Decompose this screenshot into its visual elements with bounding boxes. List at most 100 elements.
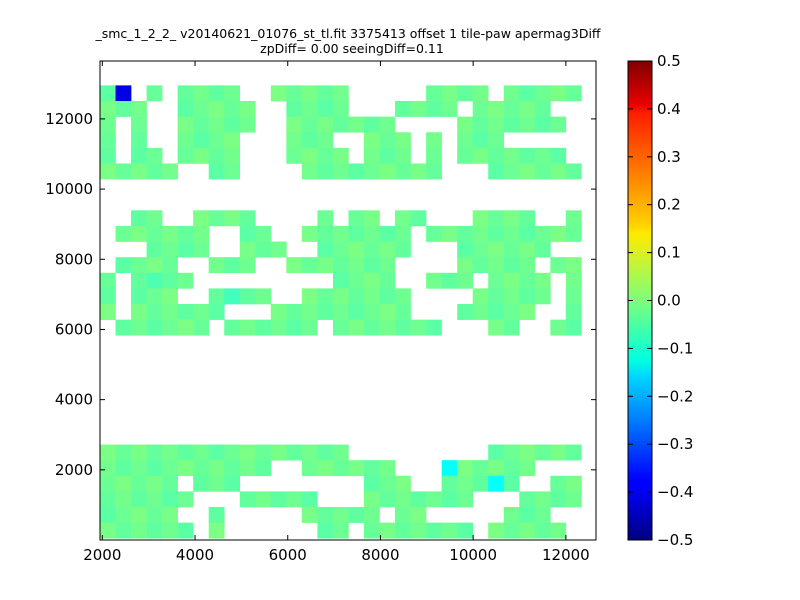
heatmap-cell: [332, 241, 349, 258]
heatmap-cell: [131, 491, 147, 508]
heatmap-cell: [519, 491, 536, 508]
heatmap-cell: [162, 163, 178, 180]
heatmap-cell: [379, 522, 396, 539]
heatmap-cell: [115, 491, 132, 508]
heatmap-cell: [270, 304, 287, 320]
heatmap-cell: [286, 101, 303, 117]
heatmap-cell: [224, 257, 241, 274]
heatmap-cell: [224, 319, 241, 336]
heatmap-cell: [131, 163, 147, 180]
heatmap-cell: [115, 101, 132, 117]
heatmap-cell: [332, 147, 349, 164]
heatmap-cell: [519, 225, 536, 242]
heatmap-cell: [162, 272, 178, 289]
heatmap-cell: [270, 491, 287, 508]
heatmap-cell: [379, 116, 396, 133]
heatmap-cell: [472, 132, 489, 149]
heatmap-cell: [239, 101, 256, 117]
heatmap-cell: [363, 288, 380, 305]
heatmap-cell: [286, 116, 303, 133]
heatmap-cell: [332, 460, 349, 477]
heatmap-cell: [488, 116, 505, 133]
heatmap-cell: [363, 225, 380, 242]
heatmap-cell: [457, 475, 473, 492]
heatmap-cell: [550, 475, 567, 492]
heatmap-cell: [100, 507, 116, 523]
heatmap-cell: [488, 132, 505, 149]
heatmap-cell: [565, 85, 582, 102]
colorbar-tick-label: 0.0: [657, 292, 681, 310]
heatmap-cell: [332, 101, 349, 117]
heatmap-cell: [100, 101, 116, 117]
heatmap-cell: [193, 132, 209, 149]
heatmap-cell: [410, 522, 427, 539]
heatmap-cell: [193, 444, 209, 461]
heatmap-cell: [301, 288, 318, 305]
heatmap-cell: [457, 304, 473, 320]
heatmap-cell: [441, 272, 458, 289]
heatmap-cell: [146, 304, 163, 320]
heatmap-cell: [457, 257, 473, 274]
heatmap-cell: [503, 225, 520, 242]
heatmap-cell: [301, 304, 318, 320]
heatmap-cell: [255, 288, 272, 305]
heatmap-cell: [286, 319, 303, 336]
heatmap-cell: [208, 444, 225, 461]
heatmap-cell: [255, 491, 272, 508]
heatmap-cell: [146, 475, 163, 492]
heatmap-cell: [193, 319, 209, 336]
heatmap-cell: [146, 257, 163, 274]
heatmap-cell: [332, 85, 349, 102]
heatmap-cell: [177, 304, 194, 320]
heatmap-cell: [519, 444, 536, 461]
x-tick-label: 6000: [269, 546, 307, 564]
heatmap-cell: [270, 85, 287, 102]
heatmap-cell: [550, 319, 567, 336]
heatmap-cell: [270, 444, 287, 461]
heatmap-cell: [457, 241, 473, 258]
heatmap-cell: [395, 210, 411, 227]
heatmap-cell: [472, 257, 489, 274]
heatmap-cell: [348, 272, 365, 289]
heatmap-cell: [317, 304, 334, 320]
x-tick-label: 4000: [176, 546, 214, 564]
heatmap-cell: [363, 491, 380, 508]
heatmap-cell: [146, 288, 163, 305]
heatmap-cell: [224, 210, 241, 227]
heatmap-cell: [332, 522, 349, 539]
heatmap-cell: [441, 101, 458, 117]
y-tick-label: 4000: [55, 391, 93, 409]
colorbar-tick-label: 0.2: [657, 196, 681, 214]
heatmap-cell: [550, 257, 567, 274]
heatmap-cell: [503, 257, 520, 274]
heatmap-cell: [441, 491, 458, 508]
heatmap-cell: [363, 507, 380, 523]
heatmap-cell: [317, 444, 334, 461]
heatmap-cell: [379, 272, 396, 289]
heatmap-cell: [162, 257, 178, 274]
heatmap-cell: [193, 101, 209, 117]
heatmap-cells: [100, 85, 582, 539]
heatmap-cell: [519, 147, 536, 164]
heatmap-cell: [472, 85, 489, 102]
heatmap-cell: [503, 85, 520, 102]
heatmap-cell: [332, 272, 349, 289]
heatmap-cell: [162, 241, 178, 258]
heatmap-cell: [224, 132, 241, 149]
heatmap-cell: [534, 147, 551, 164]
heatmap-cell: [503, 507, 520, 523]
heatmap-cell: [177, 101, 194, 117]
heatmap-cell: [565, 163, 582, 180]
heatmap-cell: [131, 116, 147, 133]
heatmap-cell: [503, 522, 520, 539]
heatmap-cell: [550, 522, 567, 539]
heatmap-cell: [193, 85, 209, 102]
heatmap-cell: [457, 272, 473, 289]
heatmap-cell: [503, 319, 520, 336]
heatmap-cell: [426, 147, 442, 164]
heatmap-cell: [519, 257, 536, 274]
heatmap-cell: [472, 475, 489, 492]
heatmap-cell: [379, 288, 396, 305]
heatmap-cell: [239, 210, 256, 227]
heatmap-cell: [348, 507, 365, 523]
